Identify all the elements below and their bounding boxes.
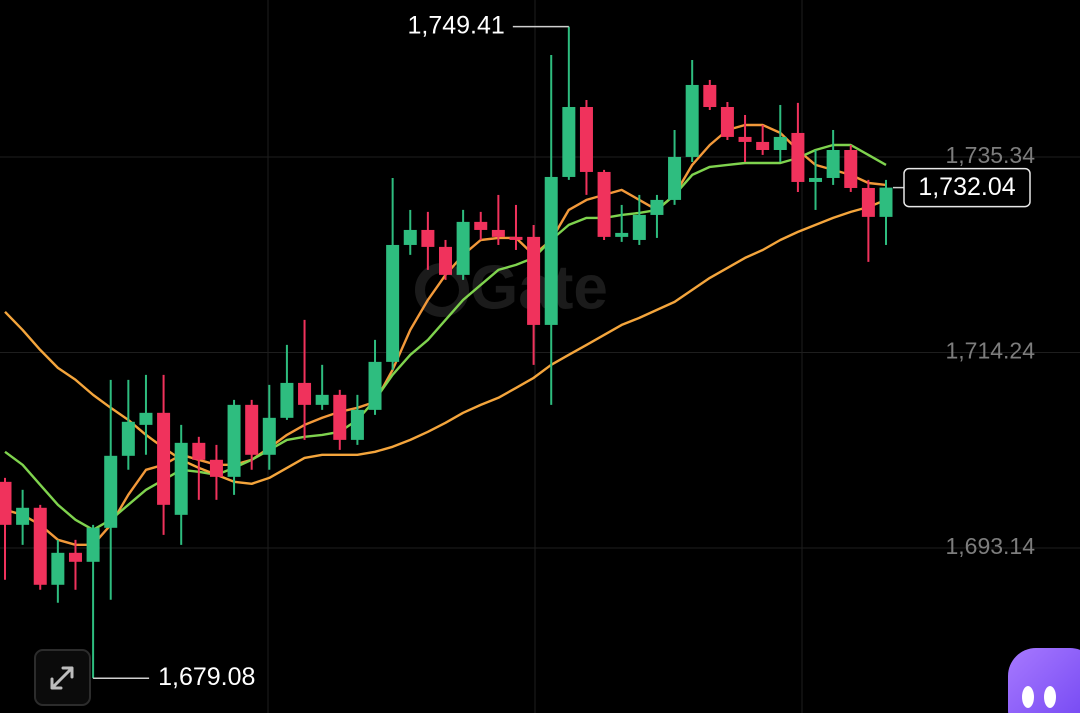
grid: 1,693.14 1,714.24 1,735.34 — [0, 142, 1080, 559]
candle-body — [826, 149, 840, 178]
candle-body — [474, 221, 488, 230]
candle-body — [650, 199, 664, 215]
candle-body — [16, 507, 30, 525]
candle-body — [333, 394, 347, 440]
assistant-button[interactable] — [1008, 648, 1080, 713]
candle-body — [298, 382, 312, 405]
candles — [0, 26, 893, 679]
y-tick-label: 1,735.34 — [945, 142, 1035, 168]
candle-body — [192, 442, 206, 460]
candle-body — [809, 177, 823, 182]
expand-button[interactable] — [34, 649, 91, 706]
candle-body — [157, 412, 171, 505]
candle-body — [791, 132, 805, 182]
candle-body — [368, 361, 382, 410]
candle-body — [315, 394, 329, 405]
candle-body — [403, 229, 417, 245]
candle-body — [562, 107, 576, 177]
assistant-eye — [1022, 686, 1034, 708]
candle-body — [844, 149, 858, 188]
candle-body — [121, 421, 135, 456]
candle-body — [756, 141, 770, 150]
candle-body — [861, 187, 875, 217]
candle-body — [209, 459, 223, 477]
annotation-label: 1,749.41 — [408, 11, 505, 39]
candle-body — [227, 404, 241, 477]
candle-body — [439, 246, 452, 275]
candle-body — [509, 236, 523, 240]
candle-body — [685, 84, 699, 157]
assistant-eye — [1044, 686, 1056, 708]
candle-body — [597, 171, 611, 237]
candle-body — [350, 409, 364, 440]
candle-body — [262, 417, 276, 455]
ma-line — [4, 198, 887, 485]
candle-body — [386, 244, 400, 362]
ma-line — [4, 143, 887, 531]
candle-body — [773, 136, 787, 150]
y-tick-label: 1,693.14 — [945, 533, 1035, 559]
current-price-label: 1,732.04 — [918, 173, 1015, 201]
candle-body — [615, 232, 629, 237]
candle-body — [703, 84, 717, 108]
y-tick-label: 1,714.24 — [945, 338, 1035, 364]
candle-body — [68, 552, 82, 562]
candle-body — [104, 455, 118, 528]
candle-body — [280, 382, 294, 418]
expand-icon — [50, 666, 74, 690]
current-price-box — [903, 167, 1031, 208]
candle-body — [720, 107, 734, 137]
candle-body — [879, 187, 893, 217]
candle-body — [544, 176, 558, 325]
candle-body — [632, 214, 646, 240]
candle-body — [51, 552, 65, 585]
candle-body — [139, 412, 153, 425]
candle-body — [527, 236, 541, 325]
candle-body — [86, 527, 100, 562]
candle-body — [668, 156, 682, 200]
overlay: 1,749.41 1,679.08 1,732.04 — [93, 11, 1031, 691]
candle-body — [33, 507, 47, 585]
candle-body — [491, 229, 505, 237]
candle-body — [245, 404, 259, 455]
annotation-label: 1,679.08 — [158, 663, 255, 691]
assistant-icon[interactable] — [1008, 648, 1080, 713]
candle-body — [738, 136, 752, 142]
candle-body — [421, 229, 435, 247]
candle-body — [174, 442, 188, 515]
candle-body — [0, 481, 12, 525]
candle-body — [456, 221, 470, 275]
vertical-grid — [267, 0, 803, 713]
candle-body — [579, 107, 593, 172]
